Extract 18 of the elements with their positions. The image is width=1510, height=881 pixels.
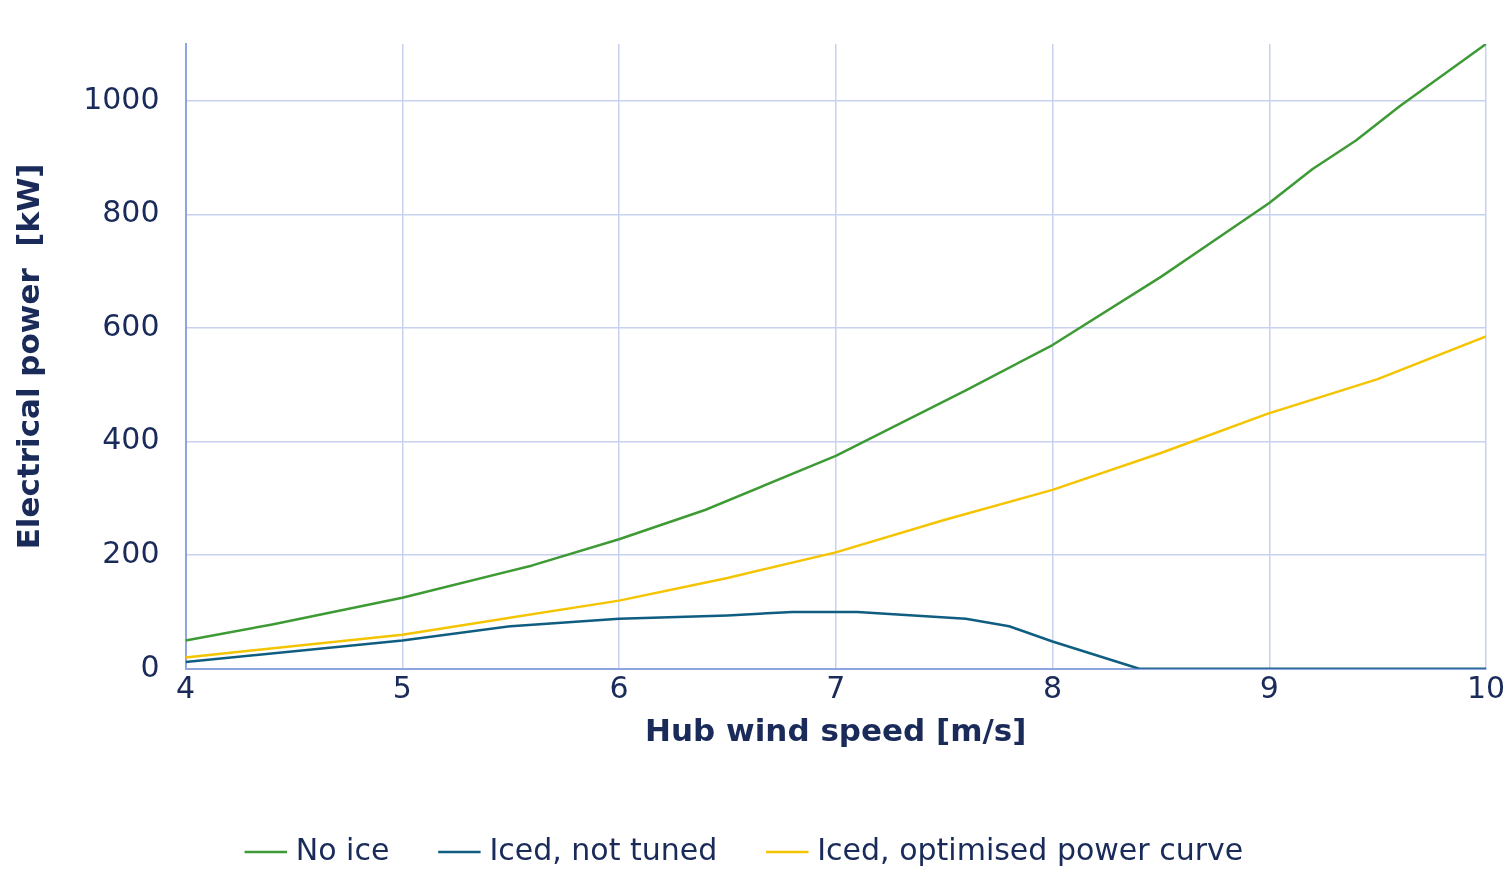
x-tick-label: 4 xyxy=(176,669,196,705)
y-tick-label: 400 xyxy=(102,421,160,457)
y-axis-title: Electrical power [kW] xyxy=(9,163,46,550)
x-tick-label: 10 xyxy=(1466,669,1506,705)
x-tick-label: 6 xyxy=(609,669,629,705)
y-tick-label: 600 xyxy=(102,307,160,343)
y-tick-label: 800 xyxy=(102,194,160,230)
legend-label: No ice xyxy=(295,831,390,867)
y-tick-label: 1000 xyxy=(83,80,160,116)
x-tick-label: 9 xyxy=(1259,669,1279,705)
y-tick-label: 200 xyxy=(102,535,160,570)
y-tick-label: 0 xyxy=(140,648,160,684)
x-tick-label: 5 xyxy=(392,669,412,705)
x-axis-title: Hub wind speed [m/s] xyxy=(645,712,1027,749)
x-tick-label: 8 xyxy=(1042,669,1063,705)
legend-label: Iced, not tuned xyxy=(489,831,718,867)
legend-label: Iced, optimised power curve xyxy=(817,831,1244,867)
x-tick-label: 7 xyxy=(826,669,846,705)
